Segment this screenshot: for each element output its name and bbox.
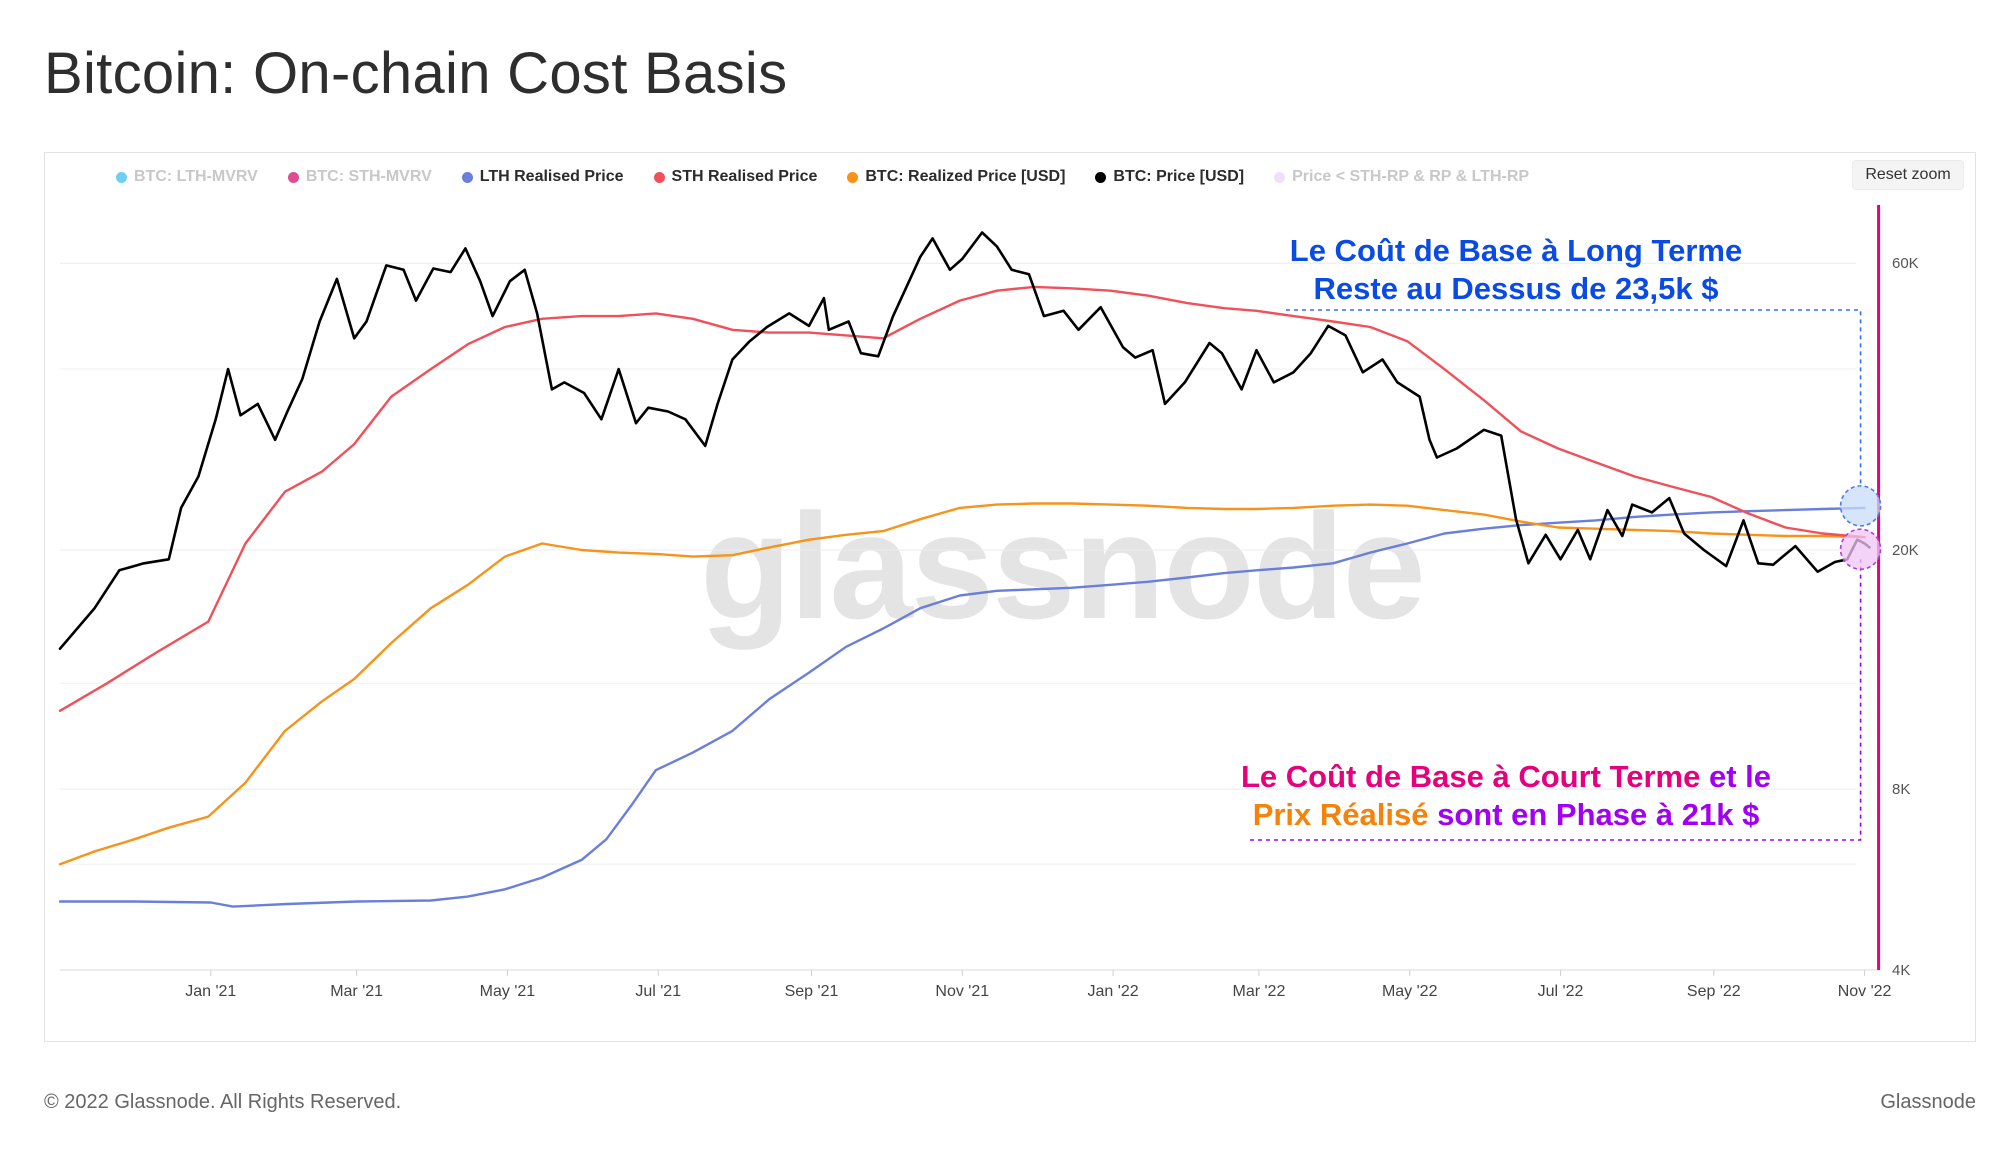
legend-item-sth-mvrv[interactable]: BTC: STH-MVRV: [287, 168, 432, 186]
annotation-sth-part2: et le: [1700, 759, 1771, 794]
x-tick-label: Nov '22: [1838, 983, 1892, 1000]
legend-label-sth-mvrv: BTC: STH-MVRV: [305, 168, 432, 185]
x-tick-label: Mar '22: [1233, 983, 1286, 1000]
legend-marker-sth-realised-price: [653, 171, 665, 183]
x-tick-label: Jan '22: [1088, 983, 1139, 1000]
highlight-sth-cost-basis: [1839, 528, 1882, 571]
legend-label-realized-price: BTC: Realized Price [USD]: [865, 168, 1066, 185]
y-tick-label: 60K: [1892, 255, 1919, 272]
legend-item-sth-realised-price[interactable]: STH Realised Price: [653, 168, 818, 186]
legend-marker-sth-mvrv: [287, 171, 299, 183]
legend-marker-price-below-cost-basis: [1274, 171, 1286, 183]
legend-marker-lth-mvrv: [116, 171, 127, 183]
y-tick-label: 8K: [1892, 781, 1910, 798]
annotation-guide-sth: [1250, 559, 1862, 841]
y-tick-label: 20K: [1892, 542, 1919, 559]
x-tick-label: Mar '21: [330, 983, 383, 1000]
legend-label-lth-mvrv: BTC: LTH-MVRV: [134, 168, 258, 185]
annotation-lth-cost-basis: Le Coût de Base à Long Terme Reste au De…: [1236, 232, 1796, 308]
annotation-guide-lth: [1286, 309, 1862, 486]
annotation-lth-line1: Le Coût de Base à Long Terme: [1289, 233, 1743, 268]
legend-marker-btc-price: [1095, 171, 1107, 183]
annotation-sth-part4: sont en Phase à 21k $: [1428, 797, 1760, 832]
legend-item-lth-mvrv[interactable]: BTC: LTH-MVRV: [116, 168, 258, 186]
chart-legend: BTC: LTH-MVRV BTC: STH-MVRV LTH Realised…: [116, 168, 1559, 186]
legend-item-btc-price[interactable]: BTC: Price [USD]: [1095, 168, 1244, 186]
x-tick-label: Jul '21: [635, 983, 681, 1000]
series-line-btc-price-usd: [58, 231, 1871, 650]
annotation-sth-cost-basis: Le Coût de Base à Court Terme et le Prix…: [1176, 758, 1836, 834]
highlight-lth-cost-basis: [1839, 485, 1882, 527]
page-title: Bitcoin: On-chain Cost Basis: [44, 41, 788, 106]
legend-label-sth-realised-price: STH Realised Price: [671, 168, 818, 185]
legend-label-btc-price: BTC: Price [USD]: [1113, 168, 1245, 185]
series-line-lth-realised-price: [58, 506, 1866, 908]
annotation-lth-line2: Reste au Dessus de 23,5k $: [1313, 271, 1719, 306]
chart-frame: [44, 152, 1976, 1042]
x-tick-label: Jan '21: [185, 983, 236, 1000]
annotation-sth-part1: Le Coût de Base à Court Terme: [1240, 759, 1701, 794]
x-tick-label: Jul '22: [1538, 983, 1584, 1000]
x-tick-label: Sep '22: [1687, 983, 1741, 1000]
legend-item-lth-realised-price[interactable]: LTH Realised Price: [461, 168, 624, 186]
x-tick-label: May '22: [1382, 983, 1438, 1000]
annotation-sth-part3: Prix Réalisé: [1252, 797, 1429, 832]
x-tick-label: Sep '21: [785, 983, 839, 1000]
legend-item-price-below-cost-basis[interactable]: Price < STH-RP & RP & LTH-RP: [1274, 168, 1529, 186]
legend-marker-realized-price: [847, 171, 859, 183]
legend-item-realized-price[interactable]: BTC: Realized Price [USD]: [847, 168, 1065, 186]
footer-copyright: © 2022 Glassnode. All Rights Reserved.: [44, 1091, 402, 1113]
footer-brand: Glassnode: [1880, 1091, 1976, 1113]
series-line-sth-realised-price: [58, 285, 1866, 712]
x-tick-label: May '21: [480, 983, 536, 1000]
legend-marker-lth-realised-price: [461, 171, 473, 183]
reset-zoom-button[interactable]: Reset zoom: [1852, 160, 1964, 190]
y-tick-label: 4K: [1892, 962, 1910, 979]
legend-label-lth-realised-price: LTH Realised Price: [479, 168, 624, 185]
series-line-btc-realized-price-usd: [58, 502, 1866, 866]
x-tick-label: Nov '21: [935, 983, 989, 1000]
legend-label-price-below-cost-basis: Price < STH-RP & RP & LTH-RP: [1292, 168, 1530, 185]
